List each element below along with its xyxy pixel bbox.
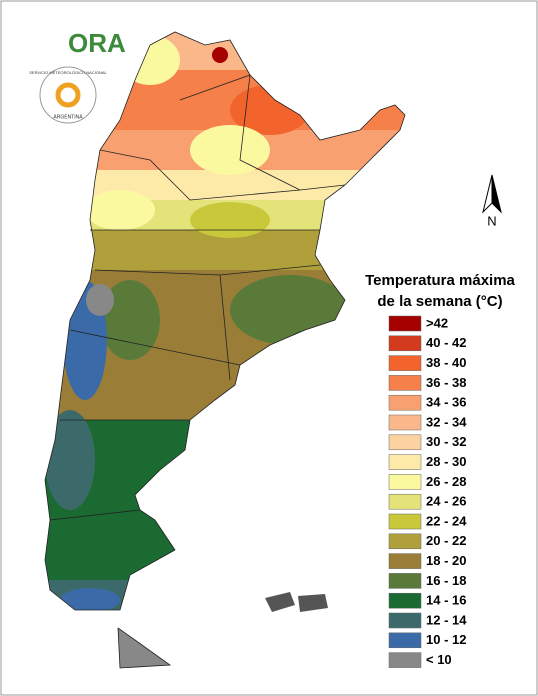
legend-label: 38 - 40 [426,355,466,370]
legend-label: < 10 [426,652,452,667]
legend-swatch [388,394,422,411]
legend-swatch [388,573,422,589]
logo-country: ARGENTINA [53,114,83,120]
legend-label: 14 - 16 [426,593,466,608]
legend-label: 22 - 24 [426,513,467,528]
legend-swatch [388,612,422,629]
legend: >42 40 - 42 38 - 40 36 - 38 34 - 36 32 - 34 30… [388,315,467,668]
legend-label: 34 - 36 [426,395,466,410]
legend-title: Temperatura máxima [365,272,515,289]
islands [265,592,328,612]
legend-label: 20 - 22 [426,533,466,548]
logo-mark [55,82,81,108]
north-label: N [487,213,496,228]
legend-label: 26 - 28 [426,474,466,489]
legend-swatch [388,474,422,490]
logo-agency: SERVICIO METEOROLÓGICO NACIONAL [29,70,107,75]
legend-swatch [388,632,422,649]
legend-label: 30 - 32 [426,434,466,449]
legend-swatch [388,652,422,668]
legend-label: 24 - 26 [426,494,466,509]
legend-swatch [388,454,422,470]
legend-label: >42 [426,315,448,330]
legend-swatch [388,355,422,371]
legend-label: 10 - 12 [426,632,466,647]
legend-swatch [388,375,422,391]
legend-label: 16 - 18 [426,573,466,588]
legend-swatch [388,315,422,332]
legend-swatch [388,513,422,530]
legend-label: 12 - 14 [426,612,467,627]
legend-label: 40 - 42 [426,335,466,350]
legend-swatch [388,553,422,569]
legend-label: 32 - 34 [426,414,467,429]
legend-label: 28 - 30 [426,454,466,469]
legend-label: 36 - 38 [426,375,466,390]
logo: ORA SERVICIO METEOROLÓGICO NACIONAL ARGE… [29,28,126,124]
north-arrow: N [482,174,502,228]
logo-brand: ORA [68,28,126,58]
legend-swatch [388,434,422,451]
legend-swatch [388,533,422,550]
legend-label: 18 - 20 [426,553,466,568]
legend-title: de la semana (°C) [377,293,502,310]
legend-swatch [388,335,422,352]
legend-swatch [388,592,422,609]
logo-seal [39,66,97,124]
legend-swatch [388,493,422,510]
province-borders [44,31,406,669]
legend-swatch [388,414,422,431]
